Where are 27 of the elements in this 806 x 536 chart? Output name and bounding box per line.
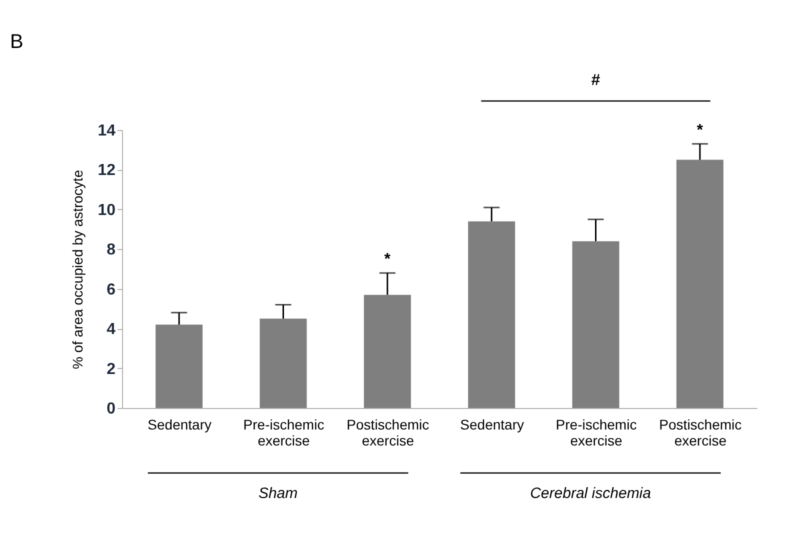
text: B <box>10 31 24 53</box>
x-tick-label: Postischemic exercise <box>346 416 430 448</box>
y-tick-label: 0 <box>106 400 116 418</box>
y-tick-label: 14 <box>98 122 116 140</box>
x-tick-label: Sedentary <box>460 416 524 432</box>
bar <box>468 221 516 408</box>
y-tick-label: 10 <box>98 202 116 219</box>
data-label: * <box>384 250 392 268</box>
y-tick-label: 8 <box>106 242 116 259</box>
bar <box>260 318 307 408</box>
y-tick-label: 4 <box>106 321 116 338</box>
y-tick-label: 12 <box>98 162 116 180</box>
y-axis-title: % of area occupied by astrocyte <box>70 170 86 370</box>
text: Sham <box>258 485 298 502</box>
x-tick-label: Postischemic exercise <box>659 416 742 448</box>
x-tick-label: Pre-ischemic exercise <box>243 416 324 448</box>
bar <box>156 324 203 408</box>
data-label: * <box>696 122 704 139</box>
bar <box>676 160 724 408</box>
text: Cerebral ischemia <box>530 485 651 502</box>
x-tick-label: Sedentary <box>148 416 212 432</box>
bar <box>364 294 411 408</box>
bar <box>572 241 620 408</box>
y-tick-label: 6 <box>106 281 116 298</box>
y-tick-label: 2 <box>106 360 116 378</box>
text: # <box>591 72 600 89</box>
x-tick-label: Pre-ischemic exercise <box>556 416 637 448</box>
